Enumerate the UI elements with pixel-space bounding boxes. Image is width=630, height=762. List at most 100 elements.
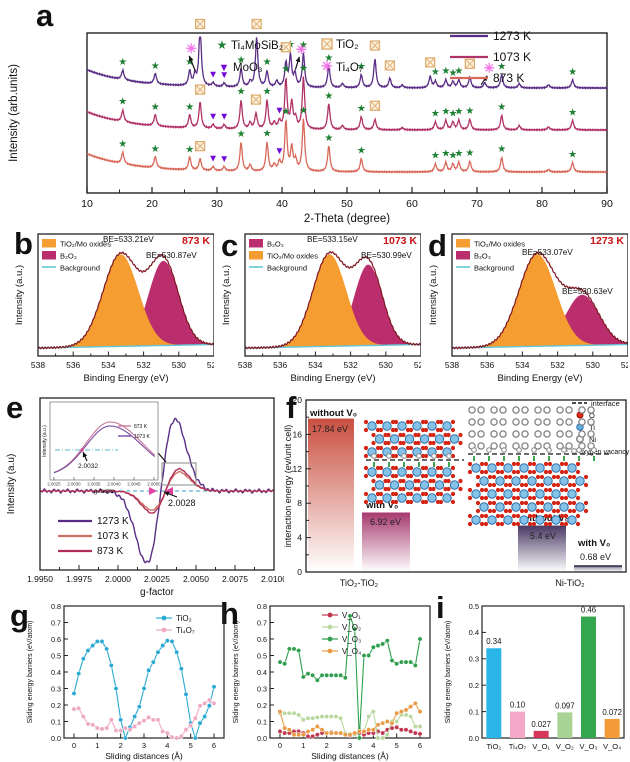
svg-text:Sliding distances (Å): Sliding distances (Å) xyxy=(105,751,183,761)
svg-text:BE=533.07eV: BE=533.07eV xyxy=(522,248,573,257)
svg-text:Binding Energy (eV): Binding Energy (eV) xyxy=(290,373,375,384)
svg-text:60: 60 xyxy=(406,198,418,210)
svg-text:g-factor: g-factor xyxy=(94,489,114,495)
svg-text:10: 10 xyxy=(81,198,93,210)
svg-text:without V₀: without V₀ xyxy=(309,408,357,419)
svg-text:★: ★ xyxy=(118,97,127,108)
svg-text:Background: Background xyxy=(267,264,307,273)
svg-text:V_O₄: V_O₄ xyxy=(603,742,621,751)
svg-text:532: 532 xyxy=(551,360,565,370)
svg-text:Ti₄O₇: Ti₄O₇ xyxy=(509,742,527,751)
svg-text:V_O₃: V_O₃ xyxy=(342,635,361,644)
svg-text:TiO₂: TiO₂ xyxy=(486,742,501,751)
svg-text:★: ★ xyxy=(441,149,450,160)
svg-text:0.3: 0.3 xyxy=(51,684,61,693)
svg-text:Ni: Ni xyxy=(589,435,596,444)
svg-text:2.0100: 2.0100 xyxy=(261,574,284,584)
svg-text:★: ★ xyxy=(454,106,463,117)
svg-text:538: 538 xyxy=(31,360,45,370)
svg-text:▼: ▼ xyxy=(219,112,229,123)
panel-g-label: g xyxy=(10,598,29,633)
svg-text:★: ★ xyxy=(299,40,308,51)
svg-text:★: ★ xyxy=(263,57,272,68)
svg-text:17.84 eV: 17.84 eV xyxy=(312,424,348,434)
svg-text:V_O₂: V_O₂ xyxy=(556,742,574,751)
svg-text:0.2: 0.2 xyxy=(469,681,479,690)
svg-text:0.1: 0.1 xyxy=(51,717,61,726)
svg-text:Ti₄O₇: Ti₄O₇ xyxy=(176,626,195,635)
svg-text:3: 3 xyxy=(142,741,146,750)
svg-text:★: ★ xyxy=(263,86,272,97)
panel-g-sliding-barrier-chart: 0.0 0.1 0.2 0.3 0.4 0.5 0.6 0.7 0.8 0 1 2 3 4 5 6 Slidin… xyxy=(27,602,225,761)
svg-text:★: ★ xyxy=(465,148,474,159)
svg-text:1273 K: 1273 K xyxy=(97,516,129,527)
svg-text:V_O₁: V_O₁ xyxy=(532,742,550,751)
svg-text:0.097: 0.097 xyxy=(555,701,575,710)
svg-text:1073 K: 1073 K xyxy=(97,531,129,542)
panel-b-label: b xyxy=(14,226,33,261)
svg-text:0: 0 xyxy=(72,741,76,750)
panel-e-epr-chart: 1.9950 1.9975 2.0000 2.0025 2.0050 2.0075 2.01… xyxy=(6,397,284,598)
svg-text:★: ★ xyxy=(151,102,160,113)
svg-text:★: ★ xyxy=(441,66,450,77)
svg-text:90: 90 xyxy=(601,198,613,210)
svg-text:1073 K: 1073 K xyxy=(134,434,151,440)
svg-text:Intensity (a.u.): Intensity (a.u.) xyxy=(428,265,439,325)
panel-e-label: e xyxy=(6,390,24,425)
svg-text:Background: Background xyxy=(60,264,100,273)
svg-text:interface: interface xyxy=(591,399,620,408)
svg-text:0: 0 xyxy=(278,741,282,750)
panel-f-label: f xyxy=(286,390,297,425)
panel-c-xps-chart: 538 536 534 532 530 528 Binding Energy (eV) Int… xyxy=(221,233,421,384)
svg-text:Intensity (a.u.): Intensity (a.u.) xyxy=(42,425,48,457)
svg-text:★: ★ xyxy=(454,66,463,77)
svg-text:BE=530.63eV: BE=530.63eV xyxy=(562,287,613,296)
svg-text:70: 70 xyxy=(471,198,483,210)
svg-text:★: ★ xyxy=(568,149,577,160)
svg-text:1073 K: 1073 K xyxy=(383,235,417,247)
svg-text:TiO₂: TiO₂ xyxy=(336,39,359,51)
svg-text:★: ★ xyxy=(497,144,506,155)
svg-text:▼: ▼ xyxy=(219,62,230,74)
svg-text:0.3: 0.3 xyxy=(469,655,479,664)
svg-text:0.2: 0.2 xyxy=(51,701,61,710)
svg-text:536: 536 xyxy=(480,360,494,370)
svg-text:★: ★ xyxy=(497,102,506,113)
svg-text:Sliding energy barriers (eV/at: Sliding energy barriers (eV/atom) xyxy=(27,621,34,724)
svg-text:✳: ✳ xyxy=(484,61,495,76)
svg-text:▼: ▼ xyxy=(208,112,218,123)
svg-text:★: ★ xyxy=(568,67,577,78)
panel-f-interaction-energy-chart: 0 4 8 12 16 20 interaction energy (ev/unit cel… xyxy=(284,395,630,588)
svg-text:5.4 eV: 5.4 eV xyxy=(530,531,556,541)
svg-text:8: 8 xyxy=(297,498,302,508)
svg-text:TiO₂-TiO₂: TiO₂-TiO₂ xyxy=(340,578,379,588)
svg-text:V_O₄: V_O₄ xyxy=(342,647,361,656)
svg-text:2.0028: 2.0028 xyxy=(168,498,196,508)
svg-text:▼: ▼ xyxy=(274,105,284,116)
svg-text:6.92 eV: 6.92 eV xyxy=(370,517,401,527)
svg-text:1073 K: 1073 K xyxy=(493,50,531,64)
svg-text:★: ★ xyxy=(448,150,457,161)
svg-text:oxygen vacancy: oxygen vacancy xyxy=(579,449,630,456)
svg-text:Intensity (a.u): Intensity (a.u) xyxy=(6,454,17,515)
svg-text:534: 534 xyxy=(101,360,115,370)
svg-text:B₂O₃: B₂O₃ xyxy=(267,240,284,249)
svg-text:2: 2 xyxy=(119,741,123,750)
svg-text:★: ★ xyxy=(454,149,463,160)
svg-text:BE=530.99eV: BE=530.99eV xyxy=(361,251,412,260)
svg-text:0.10: 0.10 xyxy=(510,701,526,710)
svg-text:2.0050: 2.0050 xyxy=(147,482,161,487)
svg-text:O: O xyxy=(589,411,595,420)
svg-text:2.0040: 2.0040 xyxy=(107,482,121,487)
panel-h-sliding-barrier-chart: 0.0 0.1 0.2 0.3 0.4 0.5 0.6 0.7 0.8 0 1 2 3 4 5 6 Slidin… xyxy=(233,602,431,761)
svg-text:4: 4 xyxy=(165,741,169,750)
svg-text:4: 4 xyxy=(297,533,302,543)
svg-text:✳: ✳ xyxy=(321,58,333,74)
svg-text:0.072: 0.072 xyxy=(602,708,622,717)
svg-text:Intensity (arb.units): Intensity (arb.units) xyxy=(8,64,20,162)
svg-text:without V₀: without V₀ xyxy=(521,513,569,524)
svg-text:3: 3 xyxy=(348,741,352,750)
svg-text:▼: ▼ xyxy=(219,154,229,165)
svg-text:0.68 eV: 0.68 eV xyxy=(580,552,611,562)
svg-text:528: 528 xyxy=(414,360,421,370)
